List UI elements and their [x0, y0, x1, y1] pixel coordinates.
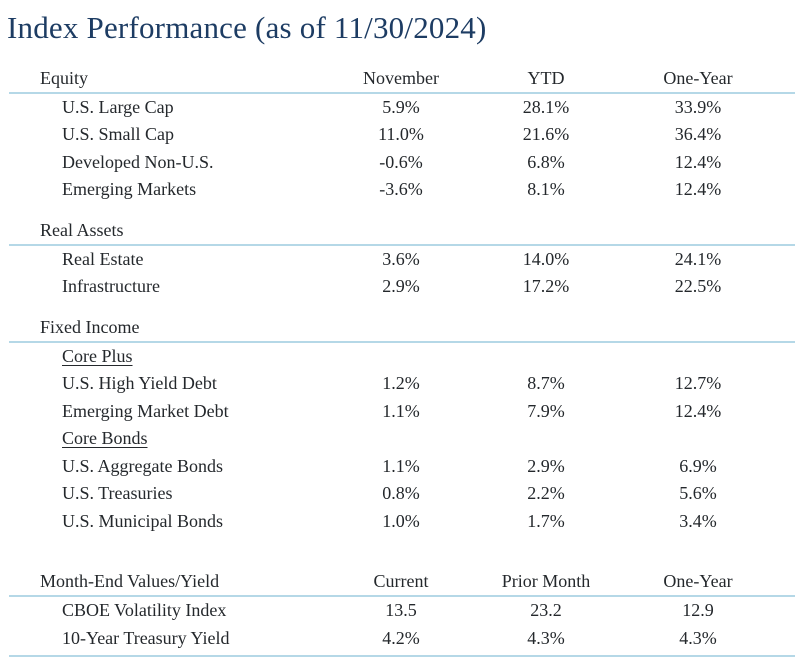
row-value: 1.0%	[382, 510, 420, 531]
row-value: 3.4%	[679, 510, 717, 531]
row-value: 4.2%	[382, 627, 420, 648]
row-value: 23.2	[530, 600, 562, 621]
row-label: U.S. Large Cap	[62, 96, 174, 117]
row-value: 1.2%	[382, 373, 420, 394]
row-value	[601, 343, 795, 371]
section-name: Equity	[40, 67, 88, 88]
row-value: 4.3%	[527, 627, 565, 648]
row-value: -3.6%	[379, 179, 423, 200]
row-value: 3.6%	[382, 248, 420, 269]
row-value: 2.9%	[382, 276, 420, 297]
column-header: November	[363, 67, 439, 88]
report-page: Index Performance (as of 11/30/2024) Equ…	[0, 10, 796, 658]
table-row: Infrastructure 2.9% 17.2% 22.5%	[9, 273, 795, 301]
column-header: Current	[373, 571, 429, 592]
row-value: 5.9%	[382, 96, 420, 117]
section-name: Month-End Values/Yield	[40, 571, 220, 592]
table-row: Core Plus	[9, 343, 795, 371]
table-row: U.S. Municipal Bonds 1.0% 1.7% 3.4%	[9, 508, 795, 536]
section-name: Fixed Income	[40, 316, 140, 337]
row-value: 6.9%	[679, 455, 717, 476]
row-value	[491, 343, 601, 371]
table-row: Core Bonds	[9, 425, 795, 453]
row-value: 21.6%	[522, 124, 570, 145]
table-row: Real Estate 3.6% 14.0% 24.1%	[9, 246, 795, 274]
row-value: 36.4%	[674, 124, 722, 145]
table-row: Developed Non-U.S. -0.6% 6.8% 12.4%	[9, 149, 795, 177]
row-label: Emerging Markets	[62, 179, 197, 200]
table-row: U.S. Treasuries 0.8% 2.2% 5.6%	[9, 480, 795, 508]
row-value: 12.7%	[674, 373, 722, 394]
table-section: Fixed Income Core Plus U.S. High Yield Deb…	[9, 317, 795, 536]
row-label: U.S. High Yield Debt	[62, 373, 217, 394]
row-value: 1.7%	[527, 510, 565, 531]
row-value: 5.6%	[679, 483, 717, 504]
section-header-row: Fixed Income	[9, 317, 795, 343]
row-label: U.S. Treasuries	[62, 483, 173, 504]
row-value: 8.7%	[527, 373, 565, 394]
row-label: Core Plus	[62, 345, 133, 366]
row-value: 12.4%	[674, 151, 722, 172]
row-value	[601, 425, 795, 453]
row-value	[311, 343, 491, 371]
column-header: YTD	[527, 67, 565, 88]
row-value: -0.6%	[379, 151, 423, 172]
row-label: Infrastructure	[62, 276, 160, 297]
row-value: 6.8%	[527, 151, 565, 172]
row-value: 1.1%	[382, 400, 420, 421]
row-value: 12.9	[682, 600, 714, 621]
column-header: Prior Month	[501, 571, 591, 592]
row-label: 10-Year Treasury Yield	[62, 627, 230, 648]
table-row: CBOE Volatility Index 13.5 23.2 12.9	[9, 597, 795, 625]
table-section: Real Assets Real Estate 3.6% 14.0% 24.1% Infr…	[9, 220, 795, 301]
row-value	[491, 425, 601, 453]
row-value: 24.1%	[674, 248, 722, 269]
row-label: U.S. Municipal Bonds	[62, 510, 224, 531]
row-value: 22.5%	[674, 276, 722, 297]
table-section: Month-End Values/Yield Current Prior Month…	[9, 571, 795, 658]
row-value: 12.4%	[674, 179, 722, 200]
row-value: 2.9%	[527, 455, 565, 476]
table-row: U.S. Small Cap 11.0% 21.6% 36.4%	[9, 121, 795, 149]
table-row: U.S. Large Cap 5.9% 28.1% 33.9%	[9, 94, 795, 122]
row-label: Real Estate	[62, 248, 144, 269]
table-row: U.S. Aggregate Bonds 1.1% 2.9% 6.9%	[9, 453, 795, 481]
table-row: Emerging Market Debt 1.1% 7.9% 12.4%	[9, 398, 795, 426]
row-value: 8.1%	[527, 179, 565, 200]
row-value: 4.3%	[679, 627, 717, 648]
table-row: 10-Year Treasury Yield 4.2% 4.3% 4.3%	[9, 625, 795, 653]
row-value: 33.9%	[674, 96, 722, 117]
section-header-row: Equity November YTD One-Year	[9, 68, 795, 94]
row-label: U.S. Aggregate Bonds	[62, 455, 223, 476]
column-header: One-Year	[663, 67, 733, 88]
row-label: U.S. Small Cap	[62, 124, 175, 145]
row-value	[311, 425, 491, 453]
row-value: 13.5	[385, 600, 417, 621]
row-value: 1.1%	[382, 455, 420, 476]
row-value: 28.1%	[522, 96, 570, 117]
row-value: 0.8%	[382, 483, 420, 504]
table-row: U.S. High Yield Debt 1.2% 8.7% 12.7%	[9, 370, 795, 398]
row-label: Core Bonds	[62, 428, 148, 449]
row-value: 7.9%	[527, 400, 565, 421]
row-label: CBOE Volatility Index	[62, 600, 227, 621]
table-section: Equity November YTD One-Year U.S. Large Cap 5…	[9, 68, 795, 204]
row-value: 12.4%	[674, 400, 722, 421]
table-row: Emerging Markets -3.6% 8.1% 12.4%	[9, 176, 795, 204]
performance-table: Equity November YTD One-Year U.S. Large Cap 5…	[9, 68, 795, 658]
row-label: Developed Non-U.S.	[62, 151, 214, 172]
column-header: One-Year	[663, 571, 733, 592]
section-header-row: Month-End Values/Yield Current Prior Month…	[9, 571, 795, 598]
row-value: 14.0%	[522, 248, 570, 269]
page-title: Index Performance (as of 11/30/2024)	[7, 10, 487, 45]
section-header-row: Real Assets	[9, 220, 795, 246]
row-value: 11.0%	[378, 124, 424, 145]
section-name: Real Assets	[40, 219, 124, 240]
row-value: 17.2%	[522, 276, 570, 297]
row-label: Emerging Market Debt	[62, 400, 229, 421]
row-value: 2.2%	[527, 483, 565, 504]
